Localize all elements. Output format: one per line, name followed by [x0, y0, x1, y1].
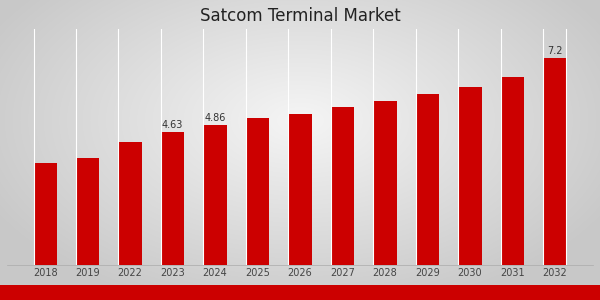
- Bar: [246, 118, 269, 265]
- Bar: [500, 77, 524, 265]
- Text: 7.2: 7.2: [547, 46, 562, 56]
- Text: 4.63: 4.63: [162, 120, 184, 130]
- Bar: [458, 87, 482, 265]
- Bar: [76, 158, 100, 265]
- Bar: [34, 163, 57, 265]
- Bar: [118, 142, 142, 265]
- Title: Satcom Terminal Market: Satcom Terminal Market: [200, 7, 400, 25]
- Bar: [203, 125, 227, 265]
- Bar: [331, 107, 354, 265]
- Bar: [161, 132, 184, 265]
- Text: 4.86: 4.86: [205, 113, 226, 123]
- Bar: [373, 101, 397, 265]
- Bar: [289, 114, 311, 265]
- Bar: [416, 94, 439, 265]
- Bar: [543, 58, 566, 265]
